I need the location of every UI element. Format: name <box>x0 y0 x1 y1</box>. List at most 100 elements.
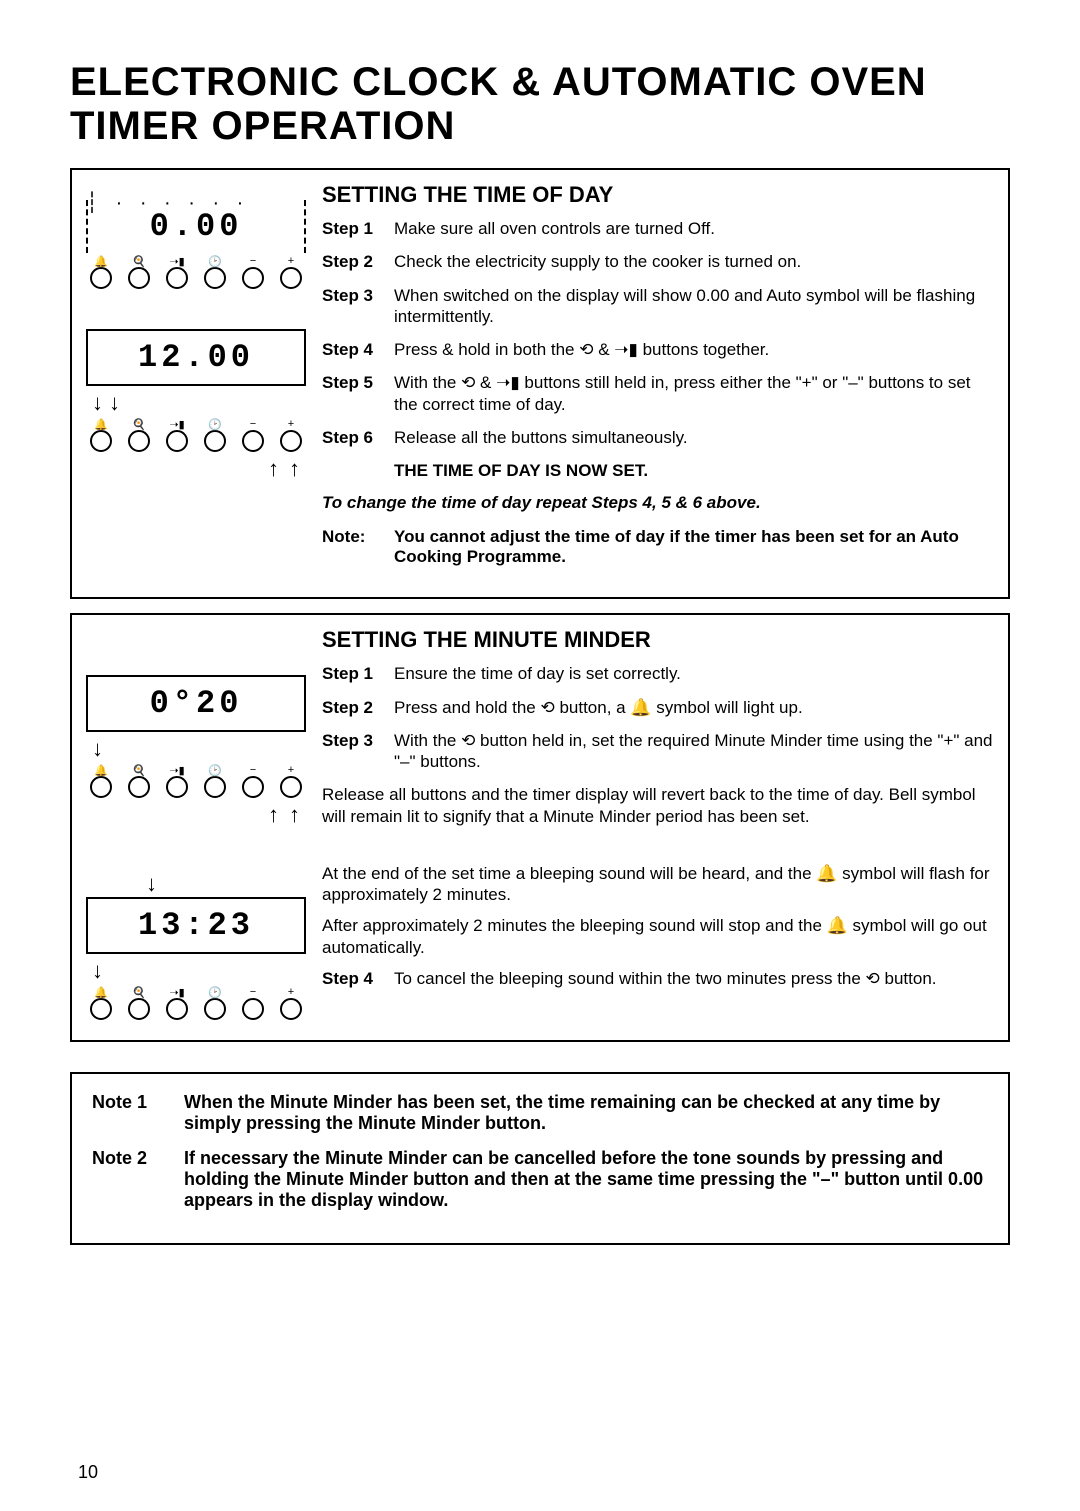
step-label: Step 4 <box>322 968 382 989</box>
btn-bell: 🔔 <box>90 776 112 798</box>
btn-stop: ➝▮ <box>166 998 188 1020</box>
arrow-up-icon: ↑ <box>289 456 300 482</box>
btn-cook: 🍳 <box>128 776 150 798</box>
step-label: Step 3 <box>322 730 382 773</box>
step-label: Step 5 <box>322 372 382 415</box>
tod-change-note: To change the time of day repeat Steps 4… <box>322 493 994 513</box>
btn-stop: ➝▮ <box>166 430 188 452</box>
step-label: Step 2 <box>322 697 382 718</box>
tod-step-1: Step 1Make sure all oven controls are tu… <box>322 218 994 239</box>
mm-release-para: Release all buttons and the timer displa… <box>322 784 994 827</box>
mm-end-para-1: At the end of the set time a bleeping so… <box>322 863 994 906</box>
minus-icon: − <box>250 418 256 430</box>
btn-clock: 🕑 <box>204 267 226 289</box>
step-label: Step 4 <box>322 339 382 360</box>
bell-icon: 🔔 <box>94 418 108 431</box>
btn-cook: 🍳 <box>128 267 150 289</box>
btn-bell: 🔔 <box>90 430 112 452</box>
arrow-down-icon: ↓ <box>146 871 157 896</box>
arrow-up-icon: ↑ <box>289 802 300 828</box>
step-label: Step 1 <box>322 663 382 684</box>
btn-minus: − <box>242 267 264 289</box>
plus-icon: + <box>288 418 294 430</box>
tod-confirm: THE TIME OF DAY IS NOW SET. <box>322 460 994 481</box>
button-row-1: 🔔 🍳 ➝▮ 🕑 − + <box>86 267 306 289</box>
minute-minder-section: 0°20 ↓ 🔔 🍳 ➝▮ 🕑 − + ↑ ↑ SETTING THE MINU… <box>70 613 1010 1042</box>
mm-illustrations-1: 0°20 ↓ 🔔 🍳 ➝▮ 🕑 − + ↑ ↑ <box>86 627 306 837</box>
page-number: 10 <box>78 1462 98 1483</box>
arrow-down-icon: ↓ <box>92 736 103 761</box>
btn-bell: 🔔 <box>90 998 112 1020</box>
mm-heading: SETTING THE MINUTE MINDER <box>322 627 994 653</box>
digital-display-4: 13:23 <box>86 897 306 954</box>
step-body: Press and hold the ⟲ button, a 🔔 symbol … <box>394 697 994 718</box>
note-body: When the Minute Minder has been set, the… <box>184 1092 988 1134</box>
btn-bell: 🔔 <box>90 267 112 289</box>
step-body: Release all the buttons simultaneously. <box>394 427 994 448</box>
tod-heading: SETTING THE TIME OF DAY <box>322 182 994 208</box>
btn-clock: 🕑 <box>204 998 226 1020</box>
arrow-up-icon: ↑ <box>268 456 279 482</box>
btn-clock: 🕑 <box>204 776 226 798</box>
note-label: Note 1 <box>92 1092 172 1134</box>
tod-step-2: Step 2Check the electricity supply to th… <box>322 251 994 272</box>
note-body: If necessary the Minute Minder can be ca… <box>184 1148 988 1211</box>
btn-plus: + <box>280 776 302 798</box>
time-of-day-section: ┆ · · · · · · 0.00 🔔 🍳 ➝▮ 🕑 − + 12.00 ↓ … <box>70 168 1010 599</box>
clock-icon: 🕑 <box>208 255 222 268</box>
note-label: Note 2 <box>92 1148 172 1211</box>
btn-minus: − <box>242 776 264 798</box>
bell-icon: 🔔 <box>94 255 108 268</box>
btn-cook: 🍳 <box>128 430 150 452</box>
mm-steps-b: At the end of the set time a bleeping so… <box>322 863 994 1020</box>
step-body: Ensure the time of day is set correctly. <box>394 663 994 684</box>
mm-step-2: Step 2 Press and hold the ⟲ button, a 🔔 s… <box>322 697 994 718</box>
tod-step-4: Step 4 Press & hold in both the ⟲ & ➝▮ bu… <box>322 339 994 360</box>
plus-icon: + <box>288 986 294 998</box>
step-label: Step 6 <box>322 427 382 448</box>
btn-plus: + <box>280 430 302 452</box>
step-body: With the ⟲ & ➝▮ buttons still held in, p… <box>394 372 994 415</box>
clock-icon: 🕑 <box>208 418 222 431</box>
stop-icon: ➝▮ <box>169 764 184 777</box>
step-body: When switched on the display will show 0… <box>394 285 994 328</box>
stop-icon: ➝▮ <box>169 986 184 999</box>
minus-icon: − <box>250 255 256 267</box>
button-row-3: 🔔 🍳 ➝▮ 🕑 − + <box>86 776 306 798</box>
step-body: To cancel the bleeping sound within the … <box>394 968 994 989</box>
btn-minus: − <box>242 430 264 452</box>
tod-steps: SETTING THE TIME OF DAY Step 1Make sure … <box>322 182 994 577</box>
step-body: Press & hold in both the ⟲ & ➝▮ buttons … <box>394 339 994 360</box>
btn-stop: ➝▮ <box>166 267 188 289</box>
clock-icon: 🕑 <box>208 764 222 777</box>
step-label: Step 3 <box>322 285 382 328</box>
digital-display-2: 12.00 <box>86 329 306 386</box>
cook-icon: 🍳 <box>132 986 146 999</box>
cook-icon: 🍳 <box>132 255 146 268</box>
note-1: Note 1 When the Minute Minder has been s… <box>92 1092 988 1134</box>
tod-note: Note: You cannot adjust the time of day … <box>322 527 994 567</box>
note-label: Note: <box>322 527 382 567</box>
cook-icon: 🍳 <box>132 418 146 431</box>
arrow-down-icon: ↓ <box>109 390 120 416</box>
note-2: Note 2 If necessary the Minute Minder ca… <box>92 1148 988 1211</box>
mm-step-4: Step 4 To cancel the bleeping sound withi… <box>322 968 994 989</box>
minus-icon: − <box>250 986 256 998</box>
clock-icon: 🕑 <box>208 986 222 999</box>
btn-cook: 🍳 <box>128 998 150 1020</box>
button-row-2: 🔔 🍳 ➝▮ 🕑 − + <box>86 430 306 452</box>
note-body: You cannot adjust the time of day if the… <box>394 527 994 567</box>
digital-display-3: 0°20 <box>86 675 306 732</box>
display-unit-mm1: 0°20 ↓ 🔔 🍳 ➝▮ 🕑 − + ↑ ↑ <box>86 675 306 778</box>
mm-steps-a: SETTING THE MINUTE MINDER Step 1 Ensure t… <box>322 627 994 837</box>
bell-icon: 🔔 <box>94 764 108 777</box>
btn-stop: ➝▮ <box>166 776 188 798</box>
mm-end-para-2: After approximately 2 minutes the bleepi… <box>322 915 994 958</box>
step-body: Check the electricity supply to the cook… <box>394 251 994 272</box>
stop-icon: ➝▮ <box>169 418 184 431</box>
page-title: ELECTRONIC CLOCK & AUTOMATIC OVEN TIMER … <box>70 60 1010 148</box>
btn-plus: + <box>280 267 302 289</box>
mm-illustrations-2: ↓ 13:23 ↓ 🔔 🍳 ➝▮ 🕑 − + <box>86 863 306 1020</box>
display-unit-initial: ┆ · · · · · · 0.00 🔔 🍳 ➝▮ 🕑 − + <box>86 190 306 289</box>
step-body: Make sure all oven controls are turned O… <box>394 218 994 239</box>
